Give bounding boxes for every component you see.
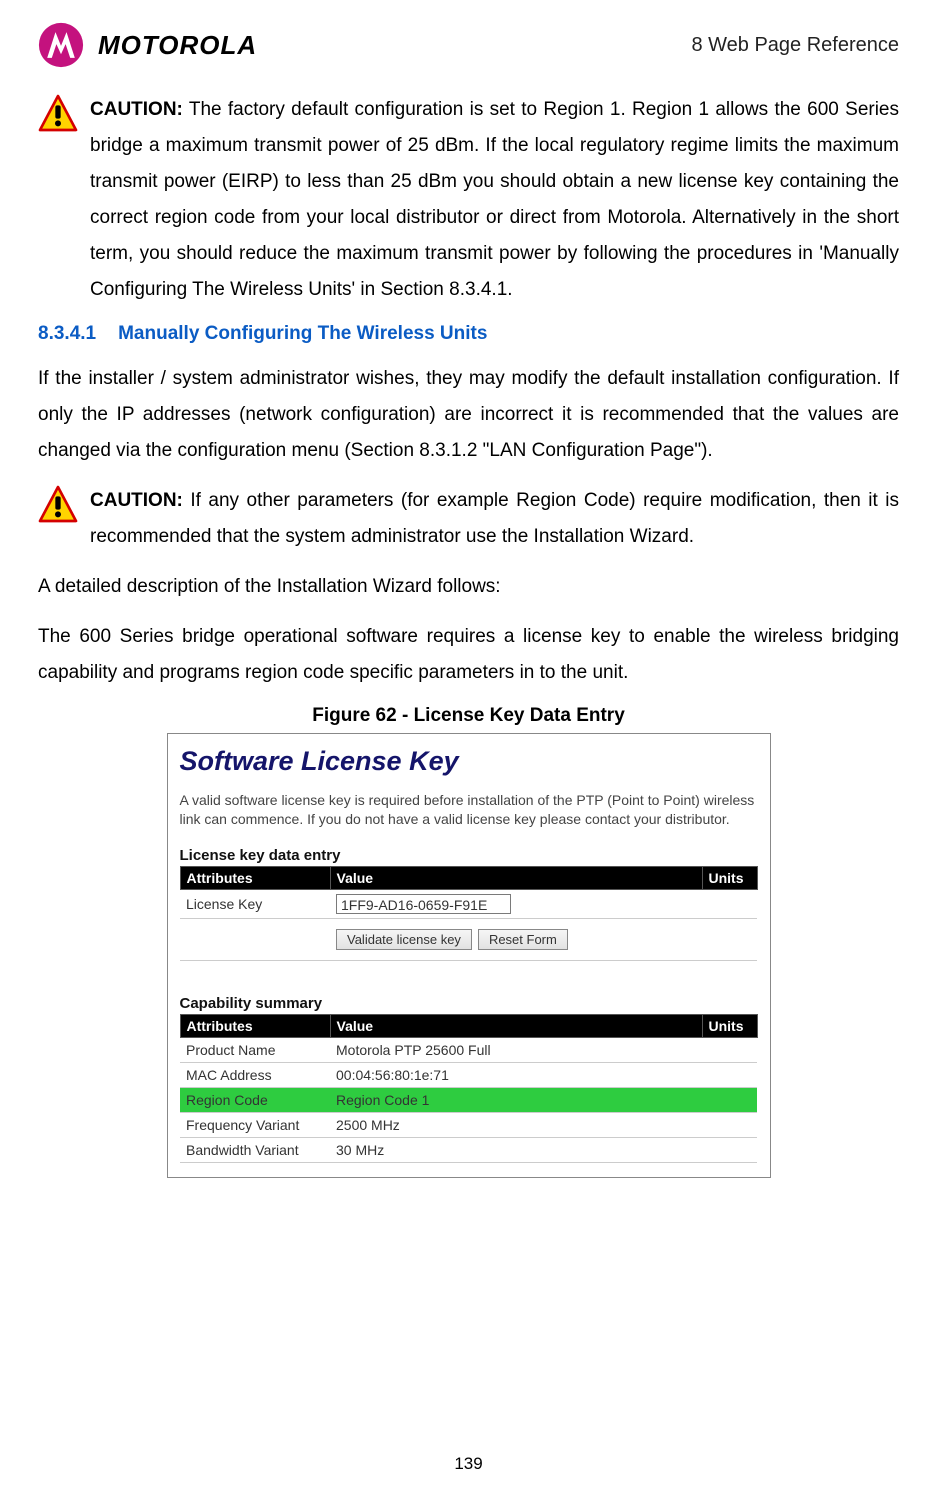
figure-title: Software License Key bbox=[180, 746, 758, 777]
cap-units bbox=[702, 1138, 757, 1163]
cap-value: 2500 MHz bbox=[330, 1113, 702, 1138]
col-value: Value bbox=[330, 1015, 702, 1038]
caution-2-label: CAUTION: bbox=[90, 490, 183, 511]
caution-icon bbox=[38, 94, 78, 139]
capability-table: Attributes Value Units Product NameMotor… bbox=[180, 1014, 758, 1163]
license-key-attr: License Key bbox=[180, 890, 330, 919]
cap-units bbox=[702, 1038, 757, 1063]
caution-1-text: CAUTION: The factory default configurati… bbox=[90, 92, 899, 309]
caution-2-body: If any other parameters (for example Reg… bbox=[90, 490, 899, 547]
cap-value: Region Code 1 bbox=[330, 1088, 702, 1113]
cap-units bbox=[702, 1113, 757, 1138]
table-row: Product NameMotorola PTP 25600 Full bbox=[180, 1038, 757, 1063]
page-header: MOTOROLA 8 Web Page Reference bbox=[38, 22, 899, 68]
col-attributes: Attributes bbox=[180, 867, 330, 890]
table-header-row: Attributes Value Units bbox=[180, 867, 757, 890]
caution-2-text: CAUTION: If any other parameters (for ex… bbox=[90, 483, 899, 555]
table-row: MAC Address00:04:56:80:1e:71 bbox=[180, 1063, 757, 1088]
cap-units bbox=[702, 1063, 757, 1088]
table-row: Bandwidth Variant30 MHz bbox=[180, 1138, 757, 1163]
brand-wordmark: MOTOROLA bbox=[98, 30, 257, 61]
section-title: Manually Configuring The Wireless Units bbox=[118, 323, 487, 345]
para-license-key: The 600 Series bridge operational softwa… bbox=[38, 619, 899, 691]
cap-value: 30 MHz bbox=[330, 1138, 702, 1163]
chapter-reference: 8 Web Page Reference bbox=[691, 34, 899, 57]
brand-logo-block: MOTOROLA bbox=[38, 22, 257, 68]
caution-1-label: CAUTION: bbox=[90, 99, 183, 120]
license-key-units bbox=[702, 890, 757, 919]
col-value: Value bbox=[330, 867, 702, 890]
section-number: 8.3.4.1 bbox=[38, 323, 96, 345]
figure-description: A valid software license key is required… bbox=[180, 791, 758, 829]
col-attributes: Attributes bbox=[180, 1015, 330, 1038]
section-heading-row: 8.3.4.1 Manually Configuring The Wireles… bbox=[38, 323, 899, 345]
cap-units bbox=[702, 1088, 757, 1113]
cap-attr: Product Name bbox=[180, 1038, 330, 1063]
table-row: Frequency Variant2500 MHz bbox=[180, 1113, 757, 1138]
reset-button[interactable]: Reset Form bbox=[478, 929, 568, 950]
license-key-input[interactable]: 1FF9-AD16-0659-F91E bbox=[336, 894, 511, 914]
section-para-1: If the installer / system administrator … bbox=[38, 361, 899, 469]
cap-attr: Bandwidth Variant bbox=[180, 1138, 330, 1163]
validate-button[interactable]: Validate license key bbox=[336, 929, 472, 950]
table-header-row: Attributes Value Units bbox=[180, 1015, 757, 1038]
button-row: Validate license key Reset Form bbox=[180, 919, 757, 961]
caution-block-1: CAUTION: The factory default configurati… bbox=[38, 92, 899, 309]
license-key-row: License Key 1FF9-AD16-0659-F91E bbox=[180, 890, 757, 919]
motorola-logo-icon bbox=[38, 22, 84, 68]
cap-value: 00:04:56:80:1e:71 bbox=[330, 1063, 702, 1088]
caution-1-body: The factory default configuration is set… bbox=[90, 99, 899, 300]
cap-attr: Frequency Variant bbox=[180, 1113, 330, 1138]
col-units: Units bbox=[702, 867, 757, 890]
cap-value: Motorola PTP 25600 Full bbox=[330, 1038, 702, 1063]
col-units: Units bbox=[702, 1015, 757, 1038]
license-entry-table: Attributes Value Units License Key 1FF9-… bbox=[180, 866, 758, 961]
capability-summary-label: Capability summary bbox=[180, 995, 758, 1012]
cap-attr: Region Code bbox=[180, 1088, 330, 1113]
table-row: Region CodeRegion Code 1 bbox=[180, 1088, 757, 1113]
para-wizard-follows: A detailed description of the Installati… bbox=[38, 569, 899, 605]
figure-caption: Figure 62 - License Key Data Entry bbox=[38, 705, 899, 727]
caution-block-2: CAUTION: If any other parameters (for ex… bbox=[38, 483, 899, 555]
license-entry-label: License key data entry bbox=[180, 847, 758, 864]
caution-icon bbox=[38, 485, 78, 530]
figure-license-key-box: Software License Key A valid software li… bbox=[167, 733, 771, 1178]
cap-attr: MAC Address bbox=[180, 1063, 330, 1088]
license-key-value-cell: 1FF9-AD16-0659-F91E bbox=[330, 890, 702, 919]
page-number: 139 bbox=[0, 1454, 937, 1474]
